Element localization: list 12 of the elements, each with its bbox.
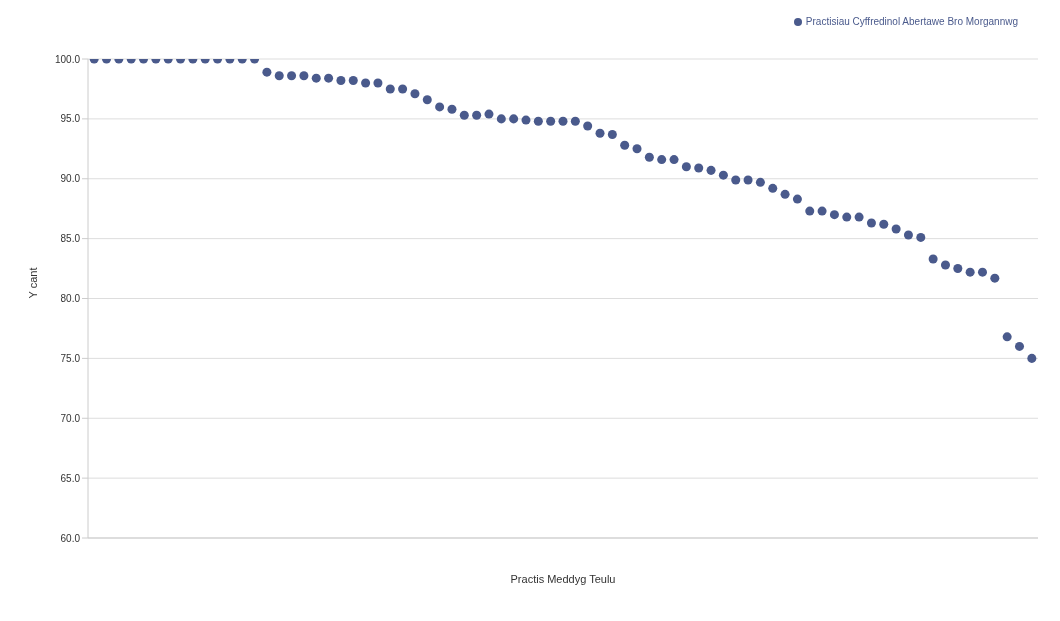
y-tick-label: 70.0 bbox=[60, 412, 81, 424]
y-tick-label: 95.0 bbox=[60, 113, 81, 125]
y-tick-label: 80.0 bbox=[60, 293, 81, 305]
legend-label: Practisiau Cyffredinol Abertawe Bro Morgannwg bbox=[805, 16, 1018, 27]
y-tick-label: 75.0 bbox=[60, 352, 81, 364]
y-tick-label: 85.0 bbox=[60, 233, 81, 245]
y-axis-title: Y cant bbox=[26, 267, 39, 299]
y-tick-label: 100.0 bbox=[54, 53, 81, 65]
y-tick-label: 60.0 bbox=[60, 532, 81, 544]
x-axis-title: Practis Meddyg Teulu bbox=[510, 573, 616, 585]
y-tick-label: 90.0 bbox=[60, 173, 81, 185]
y-tick-label: 65.0 bbox=[60, 472, 81, 484]
